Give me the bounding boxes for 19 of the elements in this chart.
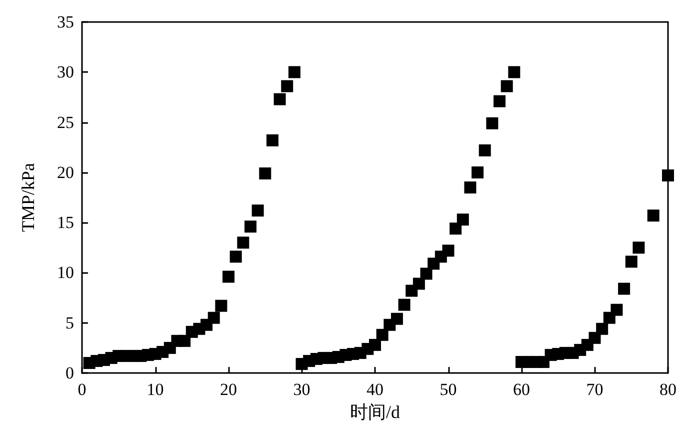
y-tick-label: 5	[66, 313, 74, 332]
x-axis-title: 时间/d	[350, 402, 400, 422]
x-tick-label: 30	[293, 380, 310, 399]
x-tick-label: 60	[513, 380, 530, 399]
x-tick-label: 20	[220, 380, 237, 399]
y-tick-label: 20	[57, 162, 74, 182]
x-tick-label: 10	[146, 380, 164, 399]
x-tick-label: 0	[78, 380, 86, 399]
x-tick-label: 70	[586, 380, 604, 399]
y-tick-label: 10	[57, 263, 74, 282]
x-tick-label: 40	[366, 380, 384, 399]
y-tick-label: 25	[57, 112, 74, 132]
y-tick-label: 15	[57, 213, 74, 232]
x-tick-label: 80	[660, 380, 676, 399]
x-tick-label: 50	[440, 380, 457, 399]
y-tick-label: 35	[57, 12, 74, 32]
y-axis-title: TMP/kPa	[18, 162, 38, 232]
y-tick-label: 30	[57, 62, 74, 82]
y-tick-label: 0	[66, 364, 74, 382]
